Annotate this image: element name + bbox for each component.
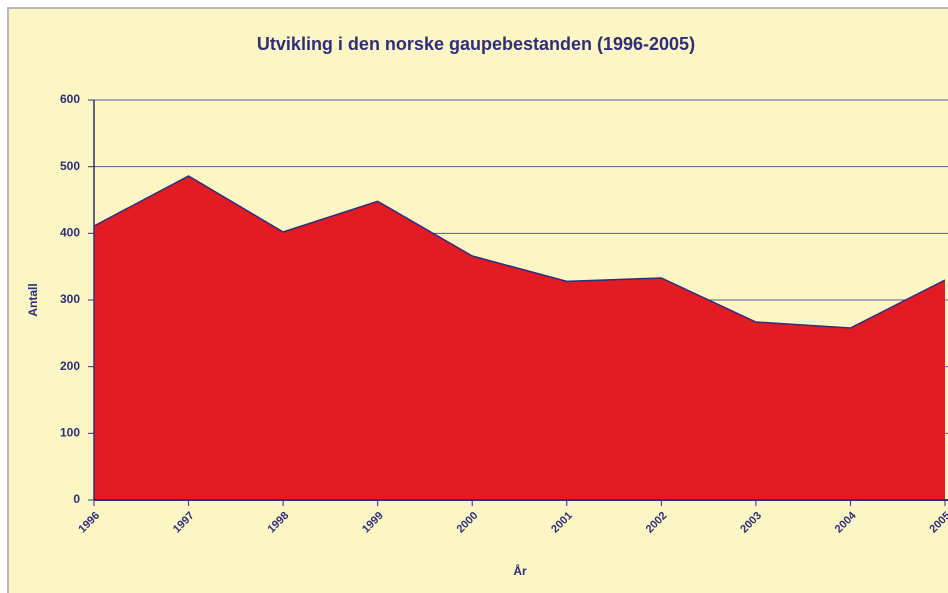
y-tick-label: 300 — [60, 292, 80, 306]
area-outline — [93, 175, 946, 329]
y-tick-label: 0 — [73, 492, 80, 506]
y-tick-label: 400 — [60, 226, 80, 240]
area — [94, 176, 945, 500]
y-tick-label: 100 — [60, 426, 80, 440]
y-tick-label: 600 — [60, 92, 80, 106]
y-tick-label: 500 — [60, 159, 80, 173]
x-axis-label: År — [513, 563, 527, 578]
y-tick-label: 200 — [60, 359, 80, 373]
chart-title: Utvikling i den norske gaupebestanden (1… — [257, 34, 695, 54]
y-axis-label: Antall — [26, 283, 40, 316]
